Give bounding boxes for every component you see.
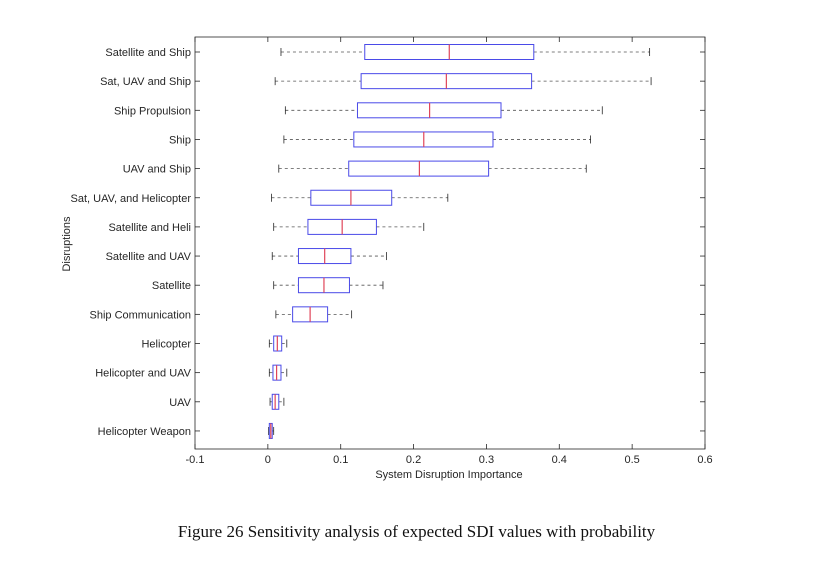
category-label: Satellite — [152, 280, 191, 292]
x-tick-label: -0.1 — [186, 454, 205, 466]
plot-border — [194, 36, 706, 450]
x-tick-label: 0.4 — [552, 454, 567, 466]
x-tick-label: 0.6 — [697, 454, 712, 466]
box-item — [268, 422, 275, 439]
boxes-layer — [268, 44, 652, 439]
x-axis-label: System Disruption Importance — [375, 469, 522, 481]
x-tick-label: 0.5 — [624, 454, 639, 466]
category-label: Sat, UAV, and Helicopter — [71, 193, 192, 205]
box-item — [268, 335, 288, 352]
category-label: Satellite and UAV — [106, 251, 192, 263]
box-item — [278, 160, 587, 177]
category-label: UAV — [169, 397, 191, 409]
x-tick-label: 0.2 — [406, 454, 421, 466]
y-axis-ticks: Satellite and Ship Sat, UAV and Ship Ship … — [71, 47, 705, 438]
box-item — [271, 189, 449, 206]
box-item — [280, 44, 651, 60]
y-axis-label: Disruptions — [61, 216, 73, 272]
category-label: Ship Communication — [90, 309, 192, 321]
figure-caption: Figure 26 Sensitivity analysis of expect… — [177, 522, 656, 541]
x-tick-label: 0 — [265, 454, 271, 466]
x-axis-ticks: -0.1 0 0.1 0.2 0.3 0.4 0.5 0.6 — [186, 37, 713, 466]
x-tick-label: 0.1 — [333, 454, 348, 466]
category-label: Satellite and Ship — [105, 47, 191, 59]
box-item — [268, 364, 288, 381]
category-label: Helicopter Weapon — [98, 426, 191, 438]
category-label: Ship — [169, 134, 191, 146]
box-item — [273, 218, 425, 235]
box-item — [284, 102, 603, 119]
box-iqr — [348, 160, 490, 177]
box-item — [273, 277, 384, 294]
category-label: Ship Propulsion — [114, 105, 191, 117]
plot-frame — [194, 36, 706, 450]
box-item — [271, 248, 388, 265]
box-item — [269, 393, 285, 410]
category-label: Helicopter — [141, 339, 191, 351]
box-item — [274, 73, 652, 90]
category-label: Satellite and Heli — [108, 222, 191, 234]
category-label: Sat, UAV and Ship — [100, 76, 191, 88]
box-item — [283, 131, 592, 148]
x-tick-label: 0.3 — [479, 454, 494, 466]
box-item — [275, 306, 353, 323]
category-label: Helicopter and UAV — [95, 368, 191, 380]
category-label: UAV and Ship — [123, 164, 191, 176]
